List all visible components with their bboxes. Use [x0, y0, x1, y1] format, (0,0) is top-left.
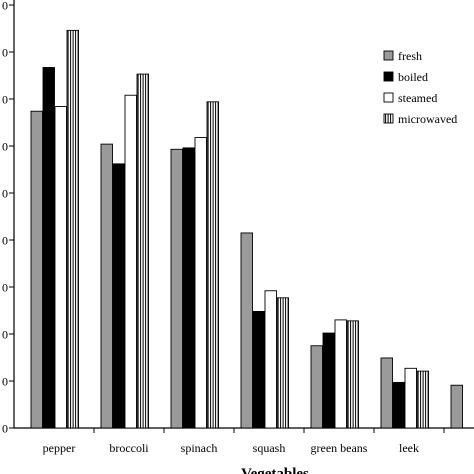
- bar-boiled-spinach: [182, 147, 195, 429]
- bar-microwaved-leek: [416, 370, 429, 429]
- bar-microwaved-squash: [276, 297, 289, 429]
- y-tick-label: 0: [2, 0, 8, 13]
- bar-microwaved-pepper: [66, 29, 79, 429]
- x-tick-label: spinach: [181, 441, 218, 455]
- bar-microwaved-green-beans: [346, 320, 359, 429]
- x-axis: pepper broccoli spinach squash green beans le…: [14, 427, 474, 455]
- bar-fresh-squash: [240, 232, 253, 429]
- y-tick-label: 0: [2, 375, 8, 389]
- x-axis-title: Vegetables: [241, 466, 309, 474]
- x-tick-label: broccoli: [109, 441, 149, 455]
- bar-boiled-leek: [392, 381, 405, 429]
- x-tick-label: green beans: [311, 441, 368, 455]
- bar-fresh-green-beans: [310, 345, 323, 429]
- y-axis: 0 0 0 0 0 0 0 0 0 0: [2, 0, 15, 436]
- bar-steamed-leek: [404, 367, 417, 429]
- legend-label-fresh: fresh: [398, 49, 422, 63]
- legend-swatch-steamed: [383, 92, 394, 103]
- y-tick-label: 0: [2, 328, 8, 342]
- y-tick-label: 0: [2, 140, 8, 154]
- bar-steamed-broccoli: [124, 94, 137, 429]
- bar-steamed-green-beans: [334, 319, 347, 429]
- bar-fresh-spinach: [170, 148, 183, 429]
- bar-microwaved-broccoli: [136, 73, 149, 429]
- bar-boiled-green-beans: [322, 332, 335, 429]
- y-tick-label: 0: [2, 187, 8, 201]
- y-tick-label: 0: [2, 93, 8, 107]
- bar-fresh-leek: [380, 357, 393, 429]
- bar-steamed-pepper: [54, 106, 67, 429]
- legend-swatch-microwaved: [383, 113, 394, 124]
- x-tick-label: leek: [399, 441, 419, 455]
- y-tick-label: 0: [2, 46, 8, 60]
- x-tick-label: pepper: [43, 441, 76, 455]
- bar-boiled-squash: [252, 310, 265, 429]
- bar-fresh-pepper: [30, 110, 43, 429]
- bar-microwaved-spinach: [206, 101, 219, 429]
- bar-steamed-spinach: [194, 137, 207, 429]
- bar-fresh-extra: [450, 384, 463, 429]
- legend: fresh boiled steamed microwaved: [383, 49, 457, 126]
- bar-fresh-broccoli: [100, 143, 113, 429]
- y-tick-label: 0: [2, 234, 8, 248]
- y-tick-label: 0: [2, 281, 8, 295]
- y-tick-label: 0: [2, 422, 8, 436]
- legend-label-steamed: steamed: [398, 91, 437, 105]
- legend-label-boiled: boiled: [398, 70, 428, 84]
- bar-steamed-squash: [264, 290, 277, 429]
- bars: [30, 29, 463, 429]
- legend-swatch-fresh: [383, 50, 394, 61]
- bar-boiled-pepper: [42, 67, 55, 429]
- legend-swatch-boiled: [383, 71, 394, 82]
- legend-label-microwaved: microwaved: [398, 112, 457, 126]
- x-tick-label: squash: [253, 441, 286, 455]
- bar-boiled-broccoli: [112, 163, 125, 429]
